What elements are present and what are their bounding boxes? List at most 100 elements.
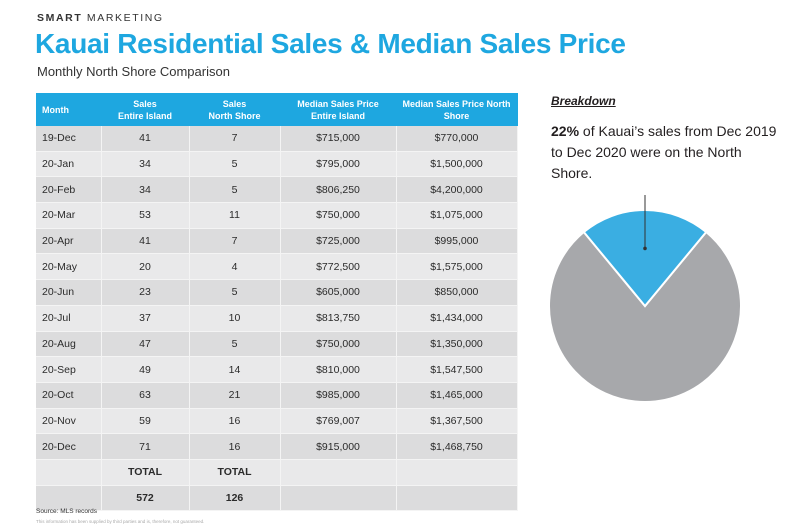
table-cell: $1,367,500 bbox=[396, 408, 518, 435]
column-header-line1: Median Sales Price North bbox=[402, 98, 511, 109]
column-header-line1: Sales bbox=[133, 98, 157, 109]
brand-rest: MARKETING bbox=[86, 12, 164, 24]
table-cell: $715,000 bbox=[280, 126, 397, 152]
table-cell: 53 bbox=[101, 202, 190, 229]
table-cell: 34 bbox=[101, 151, 190, 178]
total-label-row: TOTAL TOTAL bbox=[36, 459, 518, 486]
table-cell: $1,500,000 bbox=[396, 151, 518, 178]
table-row: 20-Mar 53 11 $750,000 $1,075,000 bbox=[36, 202, 518, 229]
breakdown-description: 22% of Kauai’s sales from Dec 2019 to De… bbox=[551, 121, 786, 184]
table-cell: $995,000 bbox=[396, 228, 518, 255]
total-value-row: 572 126 bbox=[36, 485, 518, 512]
table-cell: 20-Aug bbox=[36, 331, 102, 358]
table-cell bbox=[396, 485, 518, 512]
breakdown-text: of Kauai’s sales from Dec 2019 to Dec 20… bbox=[551, 123, 777, 181]
brand-bold: SMART bbox=[37, 12, 83, 24]
pie-chart bbox=[548, 195, 742, 403]
table-cell: $1,075,000 bbox=[396, 202, 518, 229]
table-cell: 20-Nov bbox=[36, 408, 102, 435]
column-header: Median Sales Price Entire Island bbox=[280, 93, 397, 126]
breakdown-heading: Breakdown bbox=[551, 94, 616, 108]
table-cell: 59 bbox=[101, 408, 190, 435]
page-subtitle: Monthly North Shore Comparison bbox=[37, 64, 230, 79]
table-cell: $769,007 bbox=[280, 408, 397, 435]
table-cell: 20-Apr bbox=[36, 228, 102, 255]
table-cell: $1,547,500 bbox=[396, 356, 518, 383]
total-cell: TOTAL bbox=[189, 459, 281, 486]
column-header-line1: Month bbox=[42, 104, 69, 115]
table-row: 20-Apr 41 7 $725,000 $995,000 bbox=[36, 228, 518, 255]
table-row: 20-Aug 47 5 $750,000 $1,350,000 bbox=[36, 331, 518, 358]
table-cell: $4,200,000 bbox=[396, 176, 518, 204]
table-cell: $770,000 bbox=[396, 126, 518, 152]
table-cell: $725,000 bbox=[280, 228, 397, 255]
total-cell: TOTAL bbox=[101, 459, 190, 486]
table-cell: $810,000 bbox=[280, 356, 397, 383]
table-row: 19-Dec 41 7 $715,000 $770,000 bbox=[36, 126, 518, 152]
table-cell: 5 bbox=[189, 176, 281, 204]
table-cell: 37 bbox=[101, 305, 190, 332]
table-cell: 20-Jul bbox=[36, 305, 102, 332]
table-cell: 7 bbox=[189, 228, 281, 255]
table-cell: 5 bbox=[189, 279, 281, 306]
column-header: Sales North Shore bbox=[189, 93, 281, 126]
table-cell: $915,000 bbox=[280, 433, 397, 460]
table-cell: 7 bbox=[189, 126, 281, 152]
table-cell: 63 bbox=[101, 382, 190, 409]
table-cell: 47 bbox=[101, 331, 190, 358]
table-body: 19-Dec 41 7 $715,000 $770,000 20-Jan 34 5 $795,0… bbox=[36, 126, 518, 512]
pie-callout-dot bbox=[643, 246, 647, 251]
table-cell: 20-Dec bbox=[36, 433, 102, 460]
table-cell: 20-Jun bbox=[36, 279, 102, 306]
column-header-line1: Median Sales Price bbox=[297, 98, 379, 109]
source-note: Source: MLS records bbox=[36, 508, 98, 515]
table-row: 20-Sep 49 14 $810,000 $1,547,500 bbox=[36, 356, 518, 383]
table-cell: $806,250 bbox=[280, 176, 397, 204]
table-cell: $750,000 bbox=[280, 331, 397, 358]
table-cell: 20-Mar bbox=[36, 202, 102, 229]
table-row: 20-Feb 34 5 $806,250 $4,200,000 bbox=[36, 176, 518, 204]
table-cell: 5 bbox=[189, 151, 281, 178]
table-cell: 14 bbox=[189, 356, 281, 383]
table-cell: $1,350,000 bbox=[396, 331, 518, 358]
pie-slice-rest-of-kauai bbox=[548, 230, 742, 403]
table-cell: $1,575,000 bbox=[396, 253, 518, 281]
table-row: 20-May 20 4 $772,500 $1,575,000 bbox=[36, 253, 518, 281]
table-header-row: Month Sales Entire Island Sales North Shore M… bbox=[36, 93, 518, 126]
table-row: 20-Oct 63 21 $985,000 $1,465,000 bbox=[36, 382, 518, 409]
table-row: 20-Nov 59 16 $769,007 $1,367,500 bbox=[36, 408, 518, 435]
table-cell: 23 bbox=[101, 279, 190, 306]
table-cell: $985,000 bbox=[280, 382, 397, 409]
table-cell: 41 bbox=[101, 126, 190, 152]
table-cell: 4 bbox=[189, 253, 281, 281]
table-cell: 20 bbox=[101, 253, 190, 281]
table-cell: $1,434,000 bbox=[396, 305, 518, 332]
table-cell: 41 bbox=[101, 228, 190, 255]
brand-label: SMART MARKETING bbox=[37, 12, 164, 24]
table-row: 20-Jun 23 5 $605,000 $850,000 bbox=[36, 279, 518, 306]
column-header-line2: North Shore bbox=[208, 110, 261, 121]
table-cell bbox=[36, 459, 102, 486]
column-header: Month bbox=[36, 93, 102, 126]
table-cell: 16 bbox=[189, 408, 281, 435]
table-row: 20-Dec 71 16 $915,000 $1,468,750 bbox=[36, 433, 518, 460]
table-cell: 5 bbox=[189, 331, 281, 358]
column-header-line2: Entire Island bbox=[310, 110, 365, 121]
table-cell bbox=[36, 485, 102, 512]
table-cell: $605,000 bbox=[280, 279, 397, 306]
table-cell: 10 bbox=[189, 305, 281, 332]
table-row: 20-Jan 34 5 $795,000 $1,500,000 bbox=[36, 151, 518, 178]
table-row: 20-Jul 37 10 $813,750 $1,434,000 bbox=[36, 305, 518, 332]
column-header: Median Sales Price North Shore bbox=[396, 93, 518, 126]
table-cell: 34 bbox=[101, 176, 190, 204]
table-cell: $772,500 bbox=[280, 253, 397, 281]
disclaimer-note: This information has been supplied by th… bbox=[36, 519, 205, 524]
table-cell: 21 bbox=[189, 382, 281, 409]
table-cell: 11 bbox=[189, 202, 281, 229]
breakdown-percent: 22% bbox=[551, 123, 580, 139]
column-header-line1: Sales bbox=[222, 98, 247, 109]
table-cell: 71 bbox=[101, 433, 190, 460]
table-cell bbox=[280, 459, 397, 486]
table-cell: $850,000 bbox=[396, 279, 518, 306]
table-cell bbox=[280, 485, 397, 512]
